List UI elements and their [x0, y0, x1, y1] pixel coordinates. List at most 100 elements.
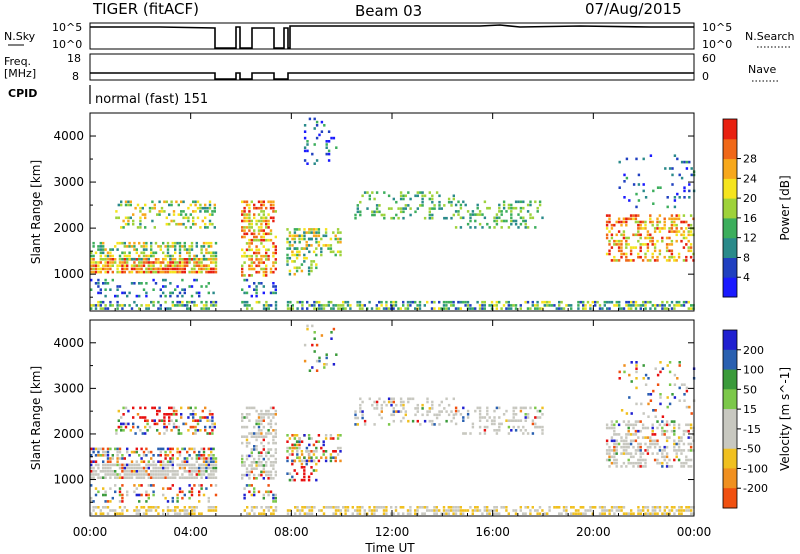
- scatter-cell: [315, 478, 318, 482]
- scatter-cell: [265, 222, 268, 226]
- scatter-cell: [668, 370, 672, 374]
- scatter-cell: [651, 433, 654, 436]
- scatter-cell: [99, 512, 102, 515]
- scatter-cell: [208, 203, 212, 207]
- scatter-cell: [94, 493, 98, 497]
- scatter-cell: [255, 285, 258, 288]
- scatter-cell: [102, 470, 105, 473]
- scatter-cell: [180, 432, 183, 435]
- scatter-cell: [204, 416, 207, 419]
- scatter-cell: [481, 304, 484, 307]
- x-tick-label: 20:00: [576, 525, 611, 539]
- scatter-cell: [248, 229, 251, 232]
- scatter-cell: [402, 403, 405, 407]
- scatter-cell: [625, 246, 628, 249]
- scatter-cell: [490, 307, 494, 310]
- scatter-cell: [267, 238, 270, 242]
- scatter-cell: [646, 230, 650, 233]
- scatter-cell: [678, 509, 681, 512]
- scatter-cell: [385, 300, 388, 304]
- scatter-cell: [399, 419, 403, 423]
- scatter-cell: [140, 251, 143, 255]
- scatter-cell: [250, 470, 253, 474]
- scatter-cell: [558, 506, 561, 509]
- scatter-cell: [618, 506, 621, 509]
- scatter-cell: [630, 307, 633, 310]
- scatter-cell: [145, 447, 148, 451]
- scatter-cell: [90, 463, 93, 467]
- scatter-cell: [166, 241, 170, 245]
- scatter-cell: [342, 506, 345, 509]
- scatter-cell: [178, 476, 182, 479]
- scatter-cell: [416, 191, 419, 194]
- scatter-cell: [409, 207, 412, 210]
- scatter-cell: [591, 506, 594, 509]
- scatter-cell: [134, 206, 137, 210]
- scatter-cell: [450, 410, 453, 413]
- scatter-cell: [109, 258, 112, 261]
- scatter-cell: [512, 406, 515, 410]
- scatter-cell: [104, 264, 107, 267]
- scatter-cell: [507, 425, 511, 429]
- scatter-cell: [298, 440, 301, 443]
- scatter-cell: [255, 422, 258, 426]
- scatter-cell: [255, 291, 258, 295]
- scatter-cell: [649, 439, 652, 443]
- scatter-cell: [135, 248, 138, 251]
- scatter-cell: [661, 449, 664, 452]
- scatter-cell: [207, 509, 210, 512]
- y-tick-label: 2000: [53, 221, 84, 235]
- scatter-cell: [272, 203, 275, 207]
- scatter-cell: [171, 261, 174, 264]
- scatter-cell: [639, 509, 642, 512]
- scatter-cell: [435, 191, 439, 194]
- scatter-cell: [174, 267, 177, 271]
- scatter-cell: [111, 270, 114, 274]
- scatter-cell: [421, 403, 424, 407]
- scatter-cell: [260, 282, 263, 285]
- scatter-cell: [248, 413, 251, 416]
- scatter-cell: [536, 304, 539, 307]
- scatter-cell: [181, 496, 184, 500]
- scatter-cell: [656, 458, 659, 462]
- scatter-cell: [253, 425, 256, 429]
- scatter-cell: [128, 251, 131, 255]
- scatter-cell: [627, 445, 630, 449]
- scatter-cell: [613, 452, 616, 455]
- scatter-cell: [272, 251, 275, 255]
- scatter-cell: [651, 442, 654, 446]
- scatter-cell: [164, 254, 167, 258]
- scatter-cell: [170, 429, 173, 432]
- scatter-cell: [308, 437, 311, 440]
- scatter-cell: [303, 260, 306, 263]
- scatter-cell: [253, 461, 256, 464]
- scatter-cell: [635, 367, 638, 370]
- scatter-cell: [306, 506, 309, 509]
- scatter-cell: [262, 285, 265, 288]
- scatter-cell: [97, 261, 100, 264]
- scatter-cell: [272, 200, 275, 204]
- scatter-cell: [199, 210, 202, 213]
- scatter-cell: [154, 282, 158, 285]
- scatter-cell: [666, 405, 669, 409]
- scatter-cell: [248, 226, 251, 229]
- scatter-cell: [92, 476, 95, 479]
- scatter-cell: [478, 416, 482, 419]
- scatter-cell: [145, 454, 148, 457]
- scatter-cell: [255, 245, 258, 248]
- scatter-cell: [498, 416, 501, 419]
- colorbar-segment: [723, 217, 737, 239]
- scatter-cell: [652, 189, 655, 193]
- scatter-cell: [241, 441, 244, 445]
- scatter-cell: [243, 291, 246, 295]
- scatter-cell: [201, 416, 204, 419]
- scatter-cell: [133, 261, 136, 264]
- scatter-cell: [663, 217, 666, 221]
- scatter-cell: [366, 191, 369, 194]
- scatter-cell: [329, 247, 333, 250]
- scatter-cell: [164, 457, 167, 460]
- scatter-cell: [123, 476, 126, 479]
- scatter-cell: [617, 423, 621, 427]
- scatter-cell: [310, 456, 313, 459]
- scatter-cell: [166, 261, 170, 264]
